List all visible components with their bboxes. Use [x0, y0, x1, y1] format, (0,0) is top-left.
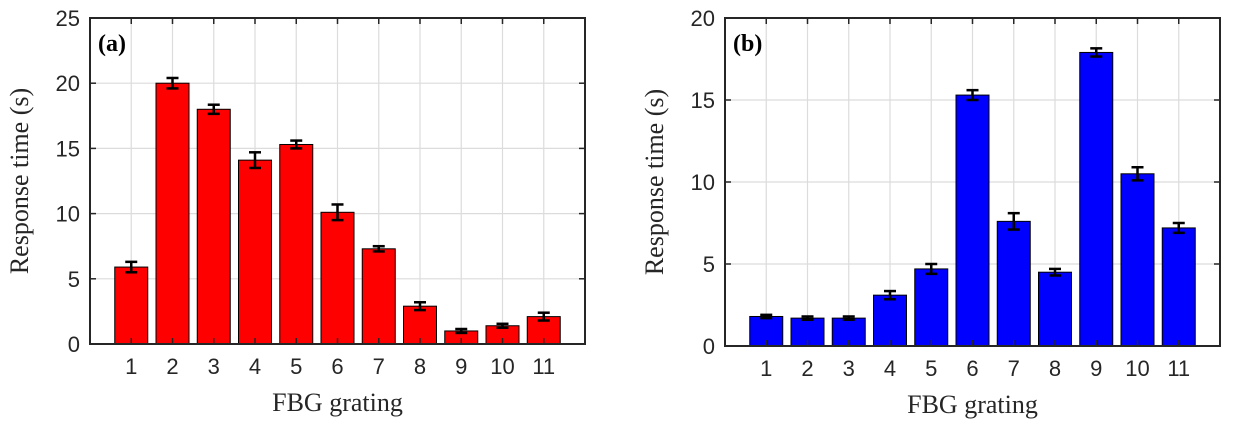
x-tick-label: 8 [1049, 356, 1061, 381]
bar [955, 94, 990, 347]
x-tick-label: 9 [455, 354, 467, 379]
y-tick-label: 5 [68, 267, 80, 292]
x-axis-label: FBG grating [272, 388, 403, 417]
x-tick-label: 10 [1125, 356, 1149, 381]
chart-panel-1: 1 2 3 4 5 6 7 8 9 10 11 0 5 10 15 20 25 FBG grating Respon… [5, 6, 586, 417]
x-tick-label: 4 [884, 356, 896, 381]
bar [114, 266, 149, 345]
y-tick-label: 15 [56, 136, 80, 161]
x-tick-label: 3 [843, 356, 855, 381]
bar [403, 305, 437, 345]
panel-label: (a) [98, 31, 126, 57]
y-tick-label: 10 [56, 202, 80, 227]
x-tick-label: 3 [208, 354, 220, 379]
x-tick-label: 10 [490, 354, 514, 379]
bar [1038, 271, 1072, 347]
y-tick-label: 0 [703, 334, 715, 359]
x-tick-label: 11 [1167, 356, 1190, 381]
x-tick-label: 8 [414, 354, 426, 379]
x-tick-label: 9 [1090, 356, 1102, 381]
bar [1079, 51, 1114, 347]
y-tick-label: 10 [691, 170, 715, 195]
x-tick-label: 6 [331, 354, 343, 379]
x-tick-label: 4 [249, 354, 261, 379]
y-tick-label: 20 [691, 6, 715, 31]
bar [873, 294, 907, 347]
x-tick-label: 7 [1008, 356, 1020, 381]
bar [1120, 173, 1155, 347]
x-tick-label: 5 [925, 356, 937, 381]
x-tick-label: 2 [166, 354, 178, 379]
panel-label: (b) [733, 31, 762, 57]
x-tick-label: 1 [760, 356, 772, 381]
bar [914, 268, 949, 347]
x-tick-label: 1 [125, 354, 137, 379]
x-axis-label: FBG grating [907, 390, 1038, 419]
bar [155, 82, 190, 345]
bar [749, 315, 784, 347]
y-tick-label: 15 [691, 88, 715, 113]
x-tick-label: 6 [966, 356, 978, 381]
y-axis-label: Response time (s) [5, 88, 34, 274]
y-tick-label: 5 [703, 252, 715, 277]
y-tick-label: 25 [56, 6, 80, 31]
bar [196, 108, 231, 345]
y-axis-label: Response time (s) [640, 89, 669, 275]
bar [238, 159, 272, 345]
y-tick-label: 20 [56, 71, 80, 96]
x-tick-label: 7 [373, 354, 385, 379]
x-tick-label: 2 [801, 356, 813, 381]
x-tick-label: 11 [532, 354, 555, 379]
bar [320, 211, 355, 345]
bar [361, 248, 396, 345]
bar [279, 143, 314, 345]
bar [996, 220, 1031, 347]
x-tick-label: 5 [290, 354, 302, 379]
bar [1161, 227, 1196, 347]
chart-panel-2: 1 2 3 4 5 6 7 8 9 10 11 0 5 10 15 20 FBG grating Response… [640, 6, 1221, 419]
y-tick-label: 0 [68, 332, 80, 357]
